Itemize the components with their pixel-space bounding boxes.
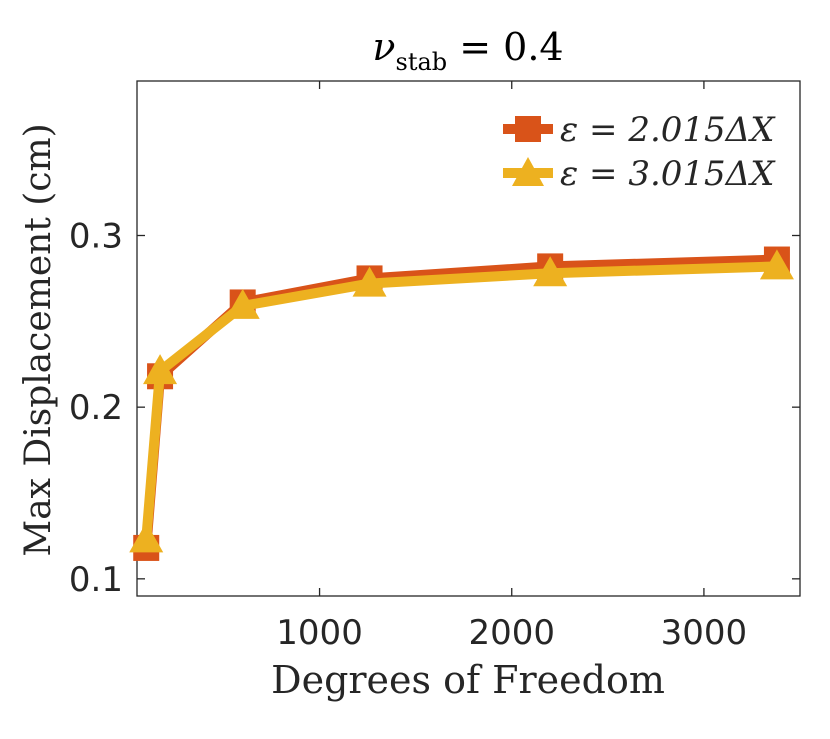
- legend-marker-triangle: [512, 157, 544, 186]
- data-point-triangle: [129, 522, 164, 553]
- y-tick-label: 0.1: [69, 560, 123, 600]
- y-tick-label: 0.3: [69, 217, 123, 257]
- series-2: [129, 249, 794, 553]
- legend-label-series-2: ε = 3.015ΔX: [560, 154, 776, 194]
- legend-item-series-1: ε = 2.015ΔX: [503, 110, 776, 150]
- data-point-triangle: [533, 256, 568, 287]
- y-tick-label: 0.2: [69, 388, 123, 428]
- legend-item-series-2: ε = 3.015ΔX: [503, 154, 776, 194]
- legend-marker-square: [515, 116, 541, 142]
- x-tick-label: 2000: [468, 613, 555, 653]
- series-layer: [129, 246, 794, 561]
- chart-title: νstab = 0.4: [372, 25, 563, 76]
- data-point-triangle: [759, 249, 794, 280]
- x-tick-label: 1000: [276, 613, 363, 653]
- data-point-triangle: [352, 266, 387, 297]
- y-axis-ticks: 0.1 0.2 0.3: [69, 217, 800, 600]
- x-axis-label: Degrees of Freedom: [271, 658, 665, 702]
- y-axis-label: Max Displacement (cm): [18, 123, 59, 556]
- series-line-2: [141, 261, 778, 540]
- plot-area: [136, 80, 801, 597]
- legend-label-series-1: ε = 2.015ΔX: [560, 110, 776, 150]
- data-point-triangle: [225, 288, 260, 319]
- x-tick-label: 3000: [661, 613, 748, 653]
- data-point-triangle: [143, 354, 178, 385]
- x-axis-ticks: 1000 2000 3000: [276, 81, 747, 653]
- legend: ε = 2.015ΔX ε = 3.015ΔX: [503, 110, 776, 194]
